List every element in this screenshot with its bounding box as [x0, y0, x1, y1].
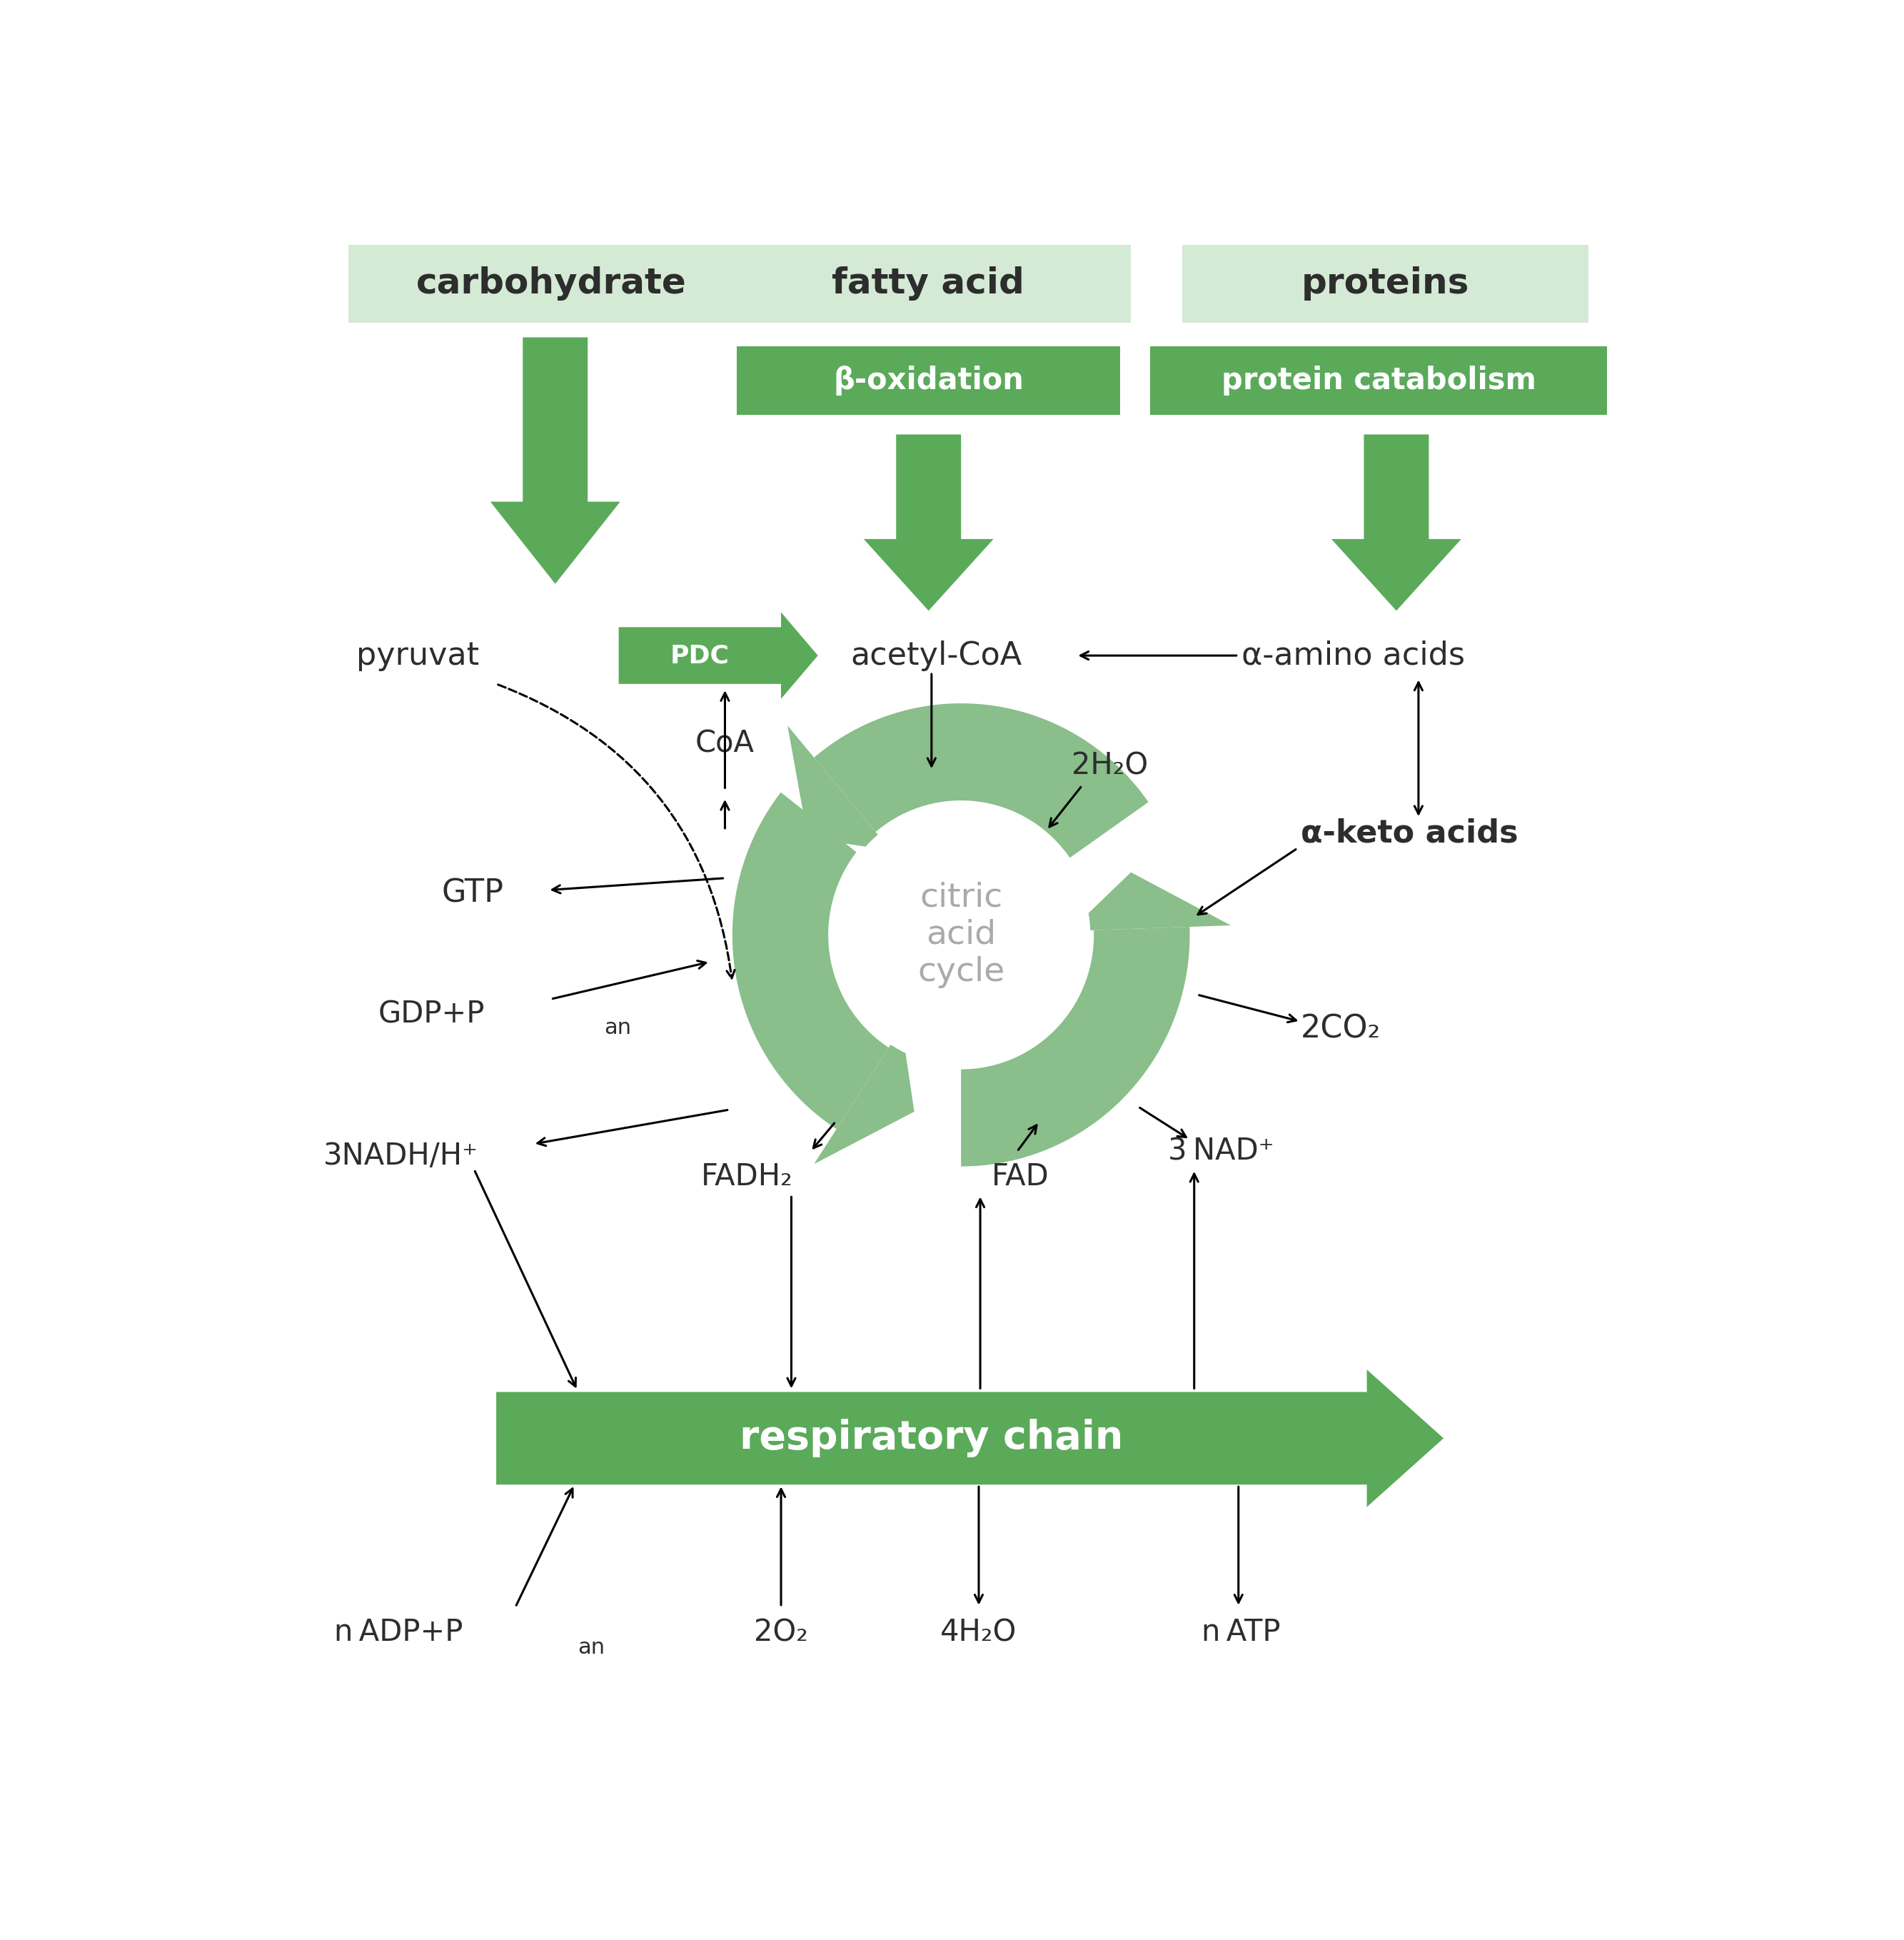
- Polygon shape: [733, 792, 889, 1129]
- FancyArrow shape: [1331, 435, 1460, 611]
- FancyArrow shape: [864, 435, 994, 611]
- Text: 3NADH/H⁺: 3NADH/H⁺: [324, 1141, 478, 1172]
- Text: fatty acid: fatty acid: [832, 266, 1024, 301]
- Text: FAD: FAD: [992, 1162, 1049, 1191]
- FancyBboxPatch shape: [1182, 244, 1588, 322]
- Text: respiratory chain: respiratory chain: [741, 1418, 1123, 1457]
- Text: an: an: [604, 1017, 630, 1038]
- Text: CoA: CoA: [695, 729, 754, 759]
- Text: pyruvat: pyruvat: [356, 640, 480, 671]
- FancyArrow shape: [497, 1370, 1443, 1507]
- FancyBboxPatch shape: [1150, 347, 1607, 415]
- Text: α-amino acids: α-amino acids: [1241, 640, 1464, 671]
- Text: citric
acid
cycle: citric acid cycle: [918, 881, 1005, 987]
- Text: 2O₂: 2O₂: [754, 1618, 807, 1647]
- Text: carbohydrate: carbohydrate: [417, 266, 687, 301]
- Text: protein catabolism: protein catabolism: [1220, 367, 1537, 396]
- Circle shape: [832, 805, 1089, 1065]
- Text: 2H₂O: 2H₂O: [1072, 751, 1148, 782]
- Text: an: an: [577, 1637, 605, 1659]
- FancyBboxPatch shape: [348, 244, 754, 322]
- Text: 3 NAD⁺: 3 NAD⁺: [1167, 1137, 1274, 1166]
- Text: acetyl-CoA: acetyl-CoA: [851, 640, 1022, 671]
- Text: GDP+P: GDP+P: [379, 999, 486, 1028]
- Polygon shape: [962, 927, 1190, 1166]
- Text: β-oxidation: β-oxidation: [834, 367, 1024, 396]
- FancyArrow shape: [619, 613, 819, 698]
- Text: n ADP+P: n ADP+P: [333, 1618, 463, 1647]
- FancyBboxPatch shape: [737, 347, 1120, 415]
- FancyArrow shape: [491, 338, 621, 584]
- Text: PDC: PDC: [670, 644, 729, 667]
- Polygon shape: [1070, 873, 1230, 931]
- Text: GTP: GTP: [442, 877, 505, 908]
- Text: FADH₂: FADH₂: [701, 1162, 794, 1191]
- Text: 2CO₂: 2CO₂: [1300, 1013, 1380, 1044]
- FancyBboxPatch shape: [725, 244, 1131, 322]
- Text: α-keto acids: α-keto acids: [1300, 819, 1517, 848]
- Text: 4H₂O: 4H₂O: [941, 1618, 1017, 1647]
- Text: proteins: proteins: [1300, 266, 1470, 301]
- Polygon shape: [815, 704, 1148, 857]
- Text: n ATP: n ATP: [1201, 1618, 1281, 1647]
- Polygon shape: [788, 726, 891, 850]
- Polygon shape: [815, 1028, 914, 1164]
